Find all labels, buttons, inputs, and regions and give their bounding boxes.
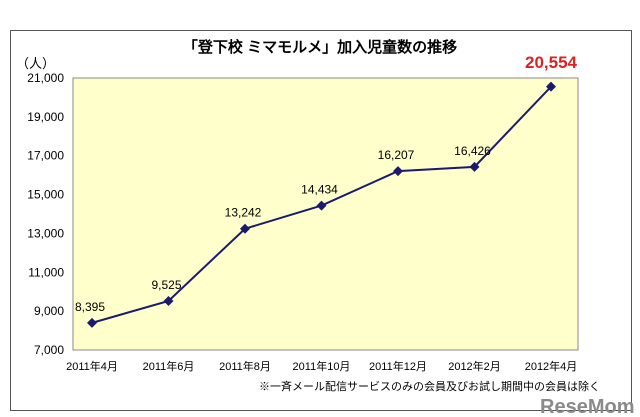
data-label: 9,525: [151, 278, 181, 292]
footnote: ※一斉メール配信サービスのみの会員及びお試し期間中の会員は除く: [259, 379, 600, 393]
data-point: [240, 223, 250, 234]
y-tick-label: 17,000: [27, 149, 64, 163]
y-axis-unit: （人）: [16, 56, 55, 71]
x-tick-label: 2012年4月: [525, 359, 578, 373]
x-tick-label: 2011年10月: [293, 359, 351, 373]
data-label: 14,434: [301, 183, 338, 197]
y-tick-label: 7,000: [34, 343, 64, 357]
data-point: [316, 200, 327, 211]
data-point: [87, 317, 97, 328]
watermark-logo: ReseMom: [540, 396, 634, 417]
data-point: [469, 161, 480, 172]
data-point: [393, 166, 403, 177]
chart-frame: [10, 30, 632, 411]
data-label: 20,554: [525, 53, 578, 72]
data-label: 16,426: [454, 144, 491, 158]
y-tick-label: 21,000: [27, 71, 64, 85]
x-tick-label: 2011年8月: [219, 359, 271, 373]
y-tick-label: 15,000: [27, 188, 64, 202]
y-tick-label: 19,000: [27, 110, 64, 124]
data-label: 16,207: [378, 148, 415, 162]
data-label: 13,242: [225, 206, 262, 220]
x-tick-label: 2011年6月: [143, 359, 195, 373]
x-tick-label: 2011年12月: [369, 359, 427, 373]
y-tick-label: 11,000: [28, 265, 64, 279]
y-tick-label: 13,000: [27, 226, 64, 240]
data-point: [546, 81, 556, 92]
data-point: [163, 295, 174, 306]
x-tick-label: 2012年2月: [448, 359, 501, 373]
chart-title: 「登下校 ミマモルメ」加入児童数の推移: [183, 38, 457, 56]
plot-area: [72, 77, 579, 351]
y-tick-label: 9,000: [34, 304, 64, 318]
x-tick-label: 2011年4月: [66, 359, 118, 373]
data-label: 8,395: [75, 300, 105, 314]
